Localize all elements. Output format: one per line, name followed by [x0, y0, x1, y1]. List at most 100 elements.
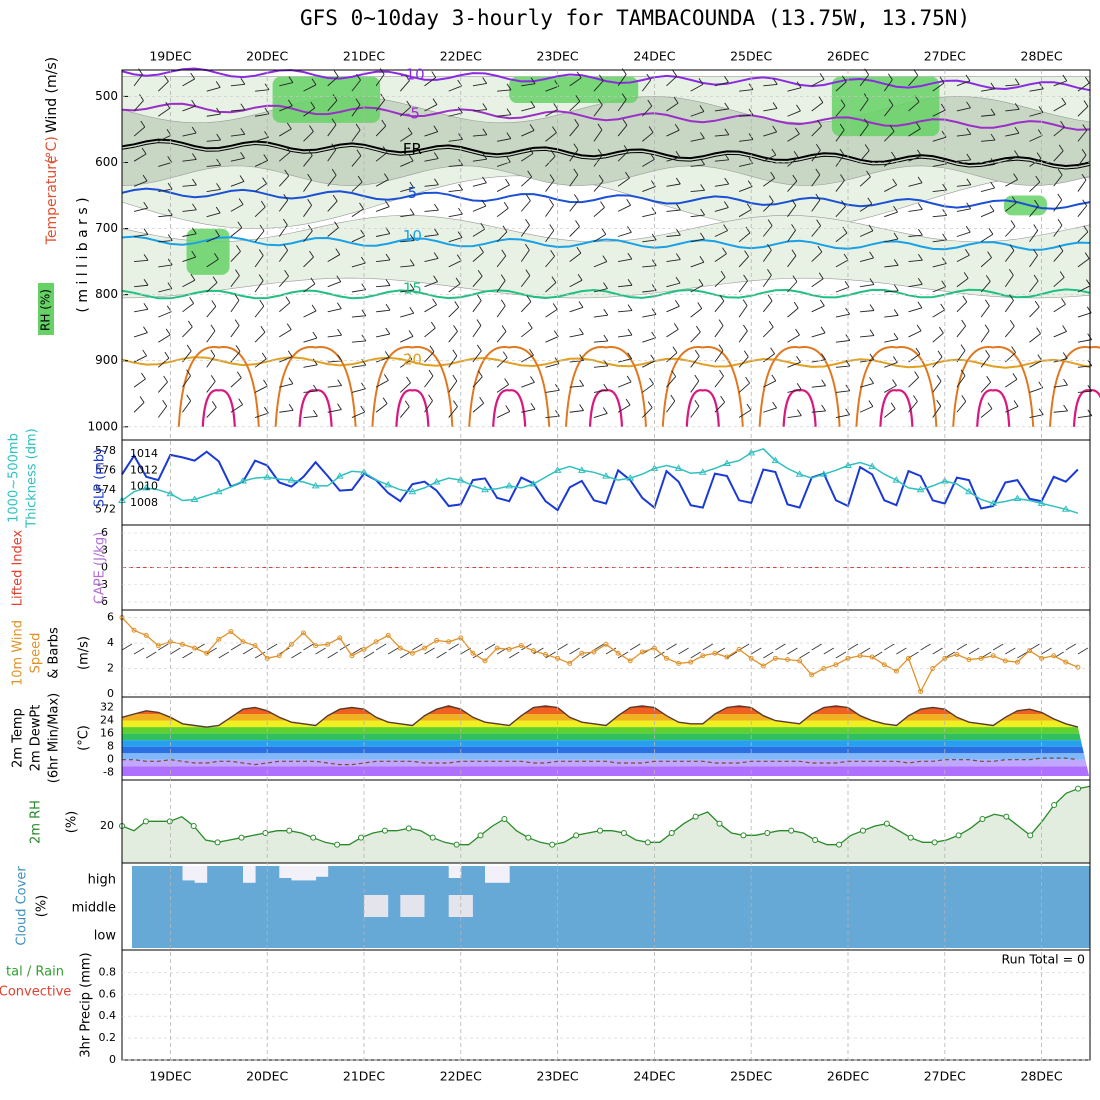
- wind-tick-label: 4: [107, 636, 114, 649]
- wind-barb-flag: [385, 279, 391, 286]
- wind-barb-flag: [259, 299, 265, 307]
- wind10m-point: [664, 655, 669, 661]
- wind-barb: [545, 180, 555, 192]
- wind-barb: [859, 406, 874, 413]
- wind-barb: [230, 157, 245, 162]
- wind-barb: [1004, 352, 1016, 363]
- wind-barb: [303, 364, 318, 368]
- rh2m-point: [597, 827, 604, 834]
- wind-barb: [158, 134, 172, 142]
- wind-barb-flag: [573, 168, 579, 176]
- wind-barb: [690, 84, 704, 92]
- wind-barb: [859, 99, 869, 112]
- wind10m-barb: [158, 643, 169, 651]
- wind10m-point: [1075, 664, 1081, 670]
- wind-barb-flag: [796, 382, 802, 390]
- wind-barb-flag: [337, 328, 342, 336]
- wind-barb: [448, 283, 461, 293]
- wind-barb: [714, 276, 726, 288]
- wind-barb: [642, 314, 657, 318]
- wind-barb-flag: [385, 253, 391, 261]
- wind-barb: [884, 408, 896, 418]
- wind-barb-flag: [1063, 378, 1068, 386]
- wind-barb: [569, 100, 581, 112]
- wind-barb-flag: [382, 146, 388, 153]
- wind-barb-flag: [791, 224, 796, 231]
- cloud-middle-label: middle: [72, 901, 116, 916]
- wind-barb: [521, 83, 536, 87]
- wind-barb-flag: [623, 145, 629, 152]
- time-label-top: 20DEC: [246, 49, 288, 64]
- wind-barb: [400, 187, 414, 193]
- wind10m-point: [736, 646, 742, 652]
- wind-barb: [690, 111, 705, 117]
- wind-barb-flag: [525, 269, 531, 276]
- wind-barb: [351, 289, 366, 293]
- wind-barb-flag: [941, 280, 947, 288]
- wind-barb: [739, 89, 754, 92]
- wind-barb-flag: [141, 372, 146, 380]
- wind10m-point: [434, 637, 440, 643]
- wind-barb: [642, 159, 655, 167]
- wind-barb-flag: [966, 101, 971, 109]
- wind-barb-flag: [215, 229, 220, 237]
- wind-barb: [182, 302, 194, 313]
- wind-barb: [690, 164, 705, 167]
- wind-barb-flag: [913, 395, 918, 402]
- thickness-marker: [819, 470, 828, 477]
- wind-barb: [980, 330, 990, 343]
- thickness-marker: [989, 499, 998, 506]
- wind-barb-flag: [699, 255, 705, 263]
- wind-barb: [787, 87, 802, 92]
- thickness-marker: [287, 476, 296, 483]
- wind-barb: [642, 239, 657, 243]
- wind-barb: [1077, 106, 1089, 117]
- wind10m-barb: [521, 643, 532, 651]
- wind-barb: [182, 350, 192, 363]
- wind10m-point: [143, 632, 149, 638]
- panel-frame-precip: [121, 949, 1091, 1061]
- wind-barb-flag: [936, 399, 942, 407]
- wind-barb-flag: [333, 70, 339, 77]
- wind-barb-flag: [579, 404, 584, 411]
- wind-barb-flag: [356, 73, 361, 81]
- wind-barb: [182, 132, 197, 137]
- thickness-marker: [335, 472, 344, 479]
- wind-barb: [351, 181, 363, 192]
- wind-barb: [763, 177, 775, 187]
- temp2m-unit: (°C): [77, 725, 92, 751]
- wind-barb: [569, 125, 579, 137]
- cloud-high-gap: [194, 866, 208, 883]
- wind-barb-flag: [263, 406, 269, 414]
- wind-barb: [472, 109, 487, 112]
- wind10m-barb: [775, 643, 786, 651]
- wind-barb: [158, 188, 173, 193]
- wind-barb-flag: [942, 157, 947, 165]
- wind-barb-flag: [719, 294, 725, 302]
- wind-barb: [1029, 333, 1041, 343]
- wind-barb: [762, 300, 773, 313]
- wind-barb: [956, 208, 971, 212]
- li-tick-label: 6: [101, 526, 108, 539]
- wind-barb-flag: [918, 253, 923, 261]
- wind-barb: [496, 384, 509, 393]
- wind10m-point: [385, 632, 391, 638]
- wind10m-point: [518, 643, 524, 649]
- isotherm-30: [976, 389, 1011, 427]
- wind-barb-flag: [287, 99, 293, 107]
- wind-barb-flag: [796, 104, 801, 112]
- wind-barb-flag: [434, 228, 439, 235]
- wind-barb: [230, 300, 240, 313]
- wind-barb: [424, 281, 438, 288]
- wind-barb-flag: [434, 203, 439, 211]
- wind-barb-flag: [143, 228, 149, 235]
- wind10m-point: [252, 643, 258, 649]
- wind10m-barb: [956, 643, 968, 651]
- wind-barb: [496, 357, 508, 368]
- wind-barb: [1077, 339, 1092, 343]
- wind-barb-flag: [191, 126, 197, 134]
- wind-barb: [279, 329, 292, 338]
- wind-barb: [618, 334, 633, 338]
- wind-barb-flag: [285, 145, 291, 153]
- wind10m-point: [966, 657, 972, 663]
